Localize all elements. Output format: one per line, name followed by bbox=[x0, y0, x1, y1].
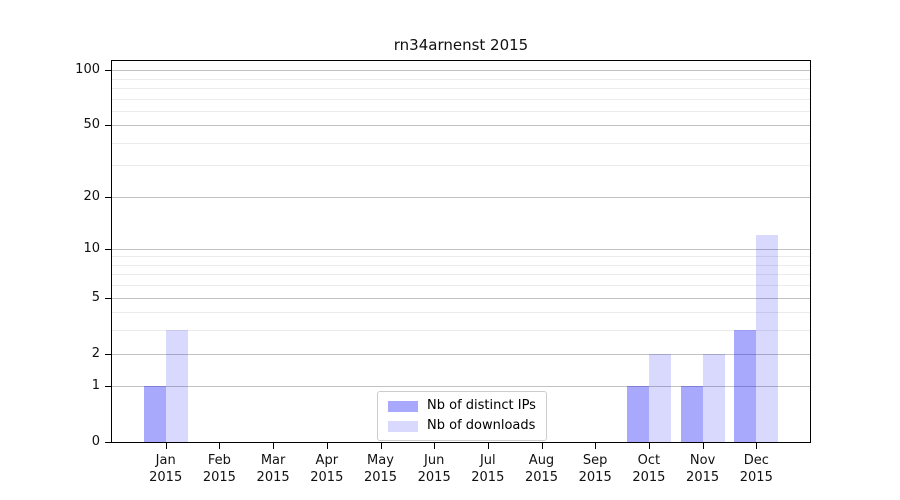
x-tickmark-jul bbox=[487, 443, 489, 449]
x-tickmark-nov bbox=[702, 443, 704, 449]
chart-title: rn34arnenst 2015 bbox=[393, 36, 529, 54]
x-tick-label-jun: Jun 2015 bbox=[417, 453, 451, 485]
x-tick-label-aug: Aug 2015 bbox=[524, 453, 559, 485]
x-tick-label-jan: Jan 2015 bbox=[149, 453, 183, 485]
x-tickmark-feb bbox=[219, 443, 221, 449]
gridline-70 bbox=[112, 98, 810, 100]
x-tick-label-sep: Sep 2015 bbox=[578, 453, 612, 485]
x-tick-label-may: May 2015 bbox=[363, 453, 398, 485]
y-tickmark-20 bbox=[105, 196, 111, 198]
x-tick-label-apr: Apr 2015 bbox=[310, 453, 344, 485]
y-tick-label-0: 0 bbox=[91, 434, 100, 449]
bar-downloads-jan bbox=[165, 330, 188, 442]
bar-downloads-dec bbox=[756, 235, 779, 442]
x-tickmark-dec bbox=[756, 443, 758, 449]
bar-distinct-ips-dec bbox=[734, 330, 757, 442]
gridline-100 bbox=[112, 70, 810, 71]
bar-distinct-ips-oct bbox=[626, 386, 649, 442]
plot-area bbox=[111, 60, 811, 443]
x-tickmark-mar bbox=[273, 443, 275, 449]
gridline-5 bbox=[112, 297, 810, 299]
bar-distinct-ips-jan bbox=[143, 386, 166, 442]
y-tickmark-100 bbox=[105, 70, 111, 71]
gridline-8 bbox=[112, 264, 810, 266]
y-tick-label-2: 2 bbox=[91, 345, 100, 361]
x-tickmark-aug bbox=[541, 443, 543, 449]
legend-swatch-distinct-ips bbox=[388, 400, 418, 412]
legend-label-distinct-ips: Nb of distinct IPs bbox=[427, 398, 536, 413]
y-tickmark-2 bbox=[105, 353, 111, 355]
gridline-1 bbox=[112, 386, 810, 388]
y-tick-label-1: 1 bbox=[91, 378, 100, 394]
x-tickmark-apr bbox=[326, 443, 328, 449]
legend: Nb of distinct IPs Nb of downloads bbox=[377, 391, 547, 441]
y-tickmark-5 bbox=[105, 297, 111, 299]
y-tick-label-5: 5 bbox=[91, 289, 100, 305]
x-tick-label-feb: Feb 2015 bbox=[202, 453, 236, 485]
y-tickmark-10 bbox=[105, 248, 111, 250]
bar-distinct-ips-nov bbox=[680, 386, 703, 442]
gridline-10 bbox=[112, 248, 810, 250]
y-tickmark-50 bbox=[105, 125, 111, 127]
y-tick-label-20: 20 bbox=[83, 188, 100, 204]
gridline-30 bbox=[112, 165, 810, 167]
gridline-60 bbox=[112, 110, 810, 112]
y-tick-label-10: 10 bbox=[83, 240, 100, 256]
gridline-6 bbox=[112, 285, 810, 287]
bar-downloads-oct bbox=[648, 353, 671, 442]
legend-label-downloads: Nb of downloads bbox=[427, 418, 536, 433]
x-tickmark-sep bbox=[595, 443, 597, 449]
gridline-80 bbox=[112, 87, 810, 89]
gridline-7 bbox=[112, 274, 810, 276]
gridline-2 bbox=[112, 353, 810, 355]
y-tickmark-0 bbox=[105, 442, 111, 443]
gridline-90 bbox=[112, 78, 810, 80]
gridline-9 bbox=[112, 256, 810, 258]
x-tick-label-dec: Dec 2015 bbox=[739, 453, 773, 485]
y-tick-label-100: 100 bbox=[75, 62, 100, 77]
x-tick-label-nov: Nov 2015 bbox=[686, 453, 720, 485]
y-tickmark-1 bbox=[105, 386, 111, 388]
gridline-40 bbox=[112, 142, 810, 144]
x-tick-label-mar: Mar 2015 bbox=[256, 453, 290, 485]
y-tick-label-50: 50 bbox=[83, 117, 100, 133]
x-tick-label-jul: Jul 2015 bbox=[471, 453, 505, 485]
bar-downloads-nov bbox=[702, 353, 725, 442]
legend-swatch-downloads bbox=[388, 420, 418, 432]
gridline-3 bbox=[112, 330, 810, 332]
x-tickmark-may bbox=[380, 443, 382, 449]
legend-item-downloads: Nb of downloads bbox=[388, 419, 536, 433]
legend-item-distinct-ips: Nb of distinct IPs bbox=[388, 399, 536, 413]
x-tickmark-jun bbox=[434, 443, 436, 449]
x-tick-label-oct: Oct 2015 bbox=[632, 453, 666, 485]
gridline-50 bbox=[112, 125, 810, 127]
x-tickmark-jan bbox=[165, 443, 167, 449]
gridline-20 bbox=[112, 196, 810, 198]
x-tickmark-oct bbox=[648, 443, 650, 449]
gridline-4 bbox=[112, 312, 810, 314]
